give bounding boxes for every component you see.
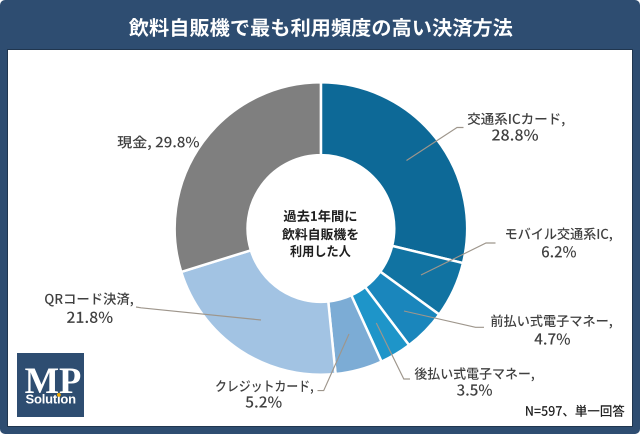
svg-text:Solutıon: Solutıon [26, 392, 77, 407]
svg-text:MP: MP [25, 360, 82, 401]
